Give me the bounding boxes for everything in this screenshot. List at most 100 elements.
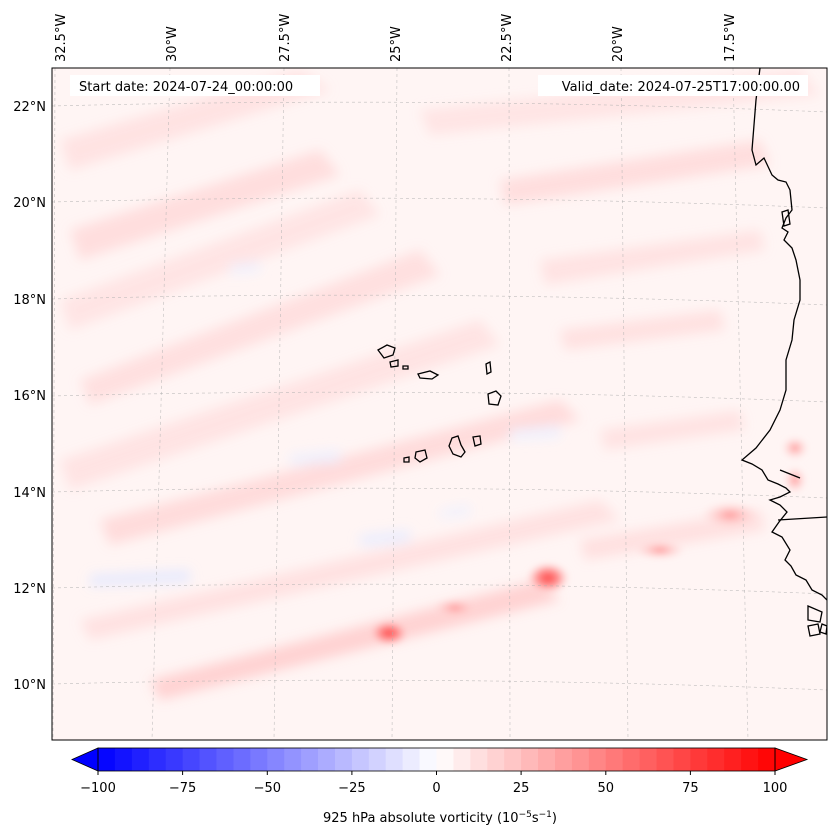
cb-tick-label: 100 bbox=[763, 781, 788, 796]
colorbar-bin bbox=[334, 748, 353, 771]
colorbar-bin bbox=[487, 748, 505, 771]
island-brava bbox=[403, 456, 410, 463]
colorbar-bin bbox=[758, 748, 776, 771]
colorbar-bin bbox=[267, 748, 285, 771]
start-date-label: Start date: 2024-07-24_00:00:00 bbox=[79, 80, 293, 95]
colorbar-bin bbox=[182, 748, 201, 771]
colorbar-bin bbox=[656, 748, 675, 771]
lon-label-22-5w: 22.5°W bbox=[500, 14, 515, 62]
colorbar-bin bbox=[673, 748, 691, 771]
lon-label-25w: 25°W bbox=[389, 26, 404, 62]
colorbar-bin bbox=[165, 748, 184, 771]
lon-label-30w: 30°W bbox=[165, 26, 180, 62]
coast-island-north bbox=[781, 209, 791, 227]
colorbar-label: 925 hPa absolute vorticity (10−5s−1) bbox=[323, 810, 557, 826]
colorbar-bins bbox=[98, 748, 776, 771]
gambia-river bbox=[777, 516, 827, 521]
island-sao-nicolau bbox=[417, 370, 440, 380]
colorbar-bin bbox=[318, 748, 336, 771]
colorbar-bin bbox=[707, 748, 725, 771]
colorbar-bin bbox=[148, 748, 167, 771]
colorbar-bin bbox=[385, 748, 404, 771]
island-sal bbox=[485, 360, 492, 376]
colorbar-bin bbox=[368, 748, 387, 771]
bijagos-island-1 bbox=[807, 605, 823, 623]
colorbar-bin bbox=[250, 748, 268, 771]
colorbar-bin bbox=[554, 748, 573, 771]
bijagos-island-3 bbox=[819, 623, 827, 635]
colorbar-bin bbox=[504, 748, 522, 771]
coastlines bbox=[377, 68, 827, 637]
island-santa-luzia bbox=[402, 365, 409, 370]
start-date-box bbox=[70, 75, 320, 96]
bijagos-island-2 bbox=[807, 623, 821, 637]
lat-label-16n: 16°N bbox=[13, 389, 46, 404]
africa-coastline bbox=[740, 68, 827, 601]
cb-tick-label: −50 bbox=[254, 781, 281, 796]
colorbar-bin bbox=[470, 748, 488, 771]
senegal-estuary bbox=[779, 469, 801, 479]
colorbar-bin bbox=[724, 748, 742, 771]
island-sao-vicente bbox=[389, 359, 399, 368]
lat-label-22n: 22°N bbox=[13, 100, 46, 115]
lon-label-20w: 20°W bbox=[611, 26, 626, 62]
colorbar-bin bbox=[419, 748, 438, 771]
cb-tick-label: 0 bbox=[432, 781, 440, 796]
valid-date-box bbox=[538, 75, 808, 96]
colorbar-bin bbox=[114, 748, 133, 771]
longitude-labels: 32.5°W 30°W 27.5°W 25°W 22.5°W 20°W 17.5… bbox=[54, 14, 738, 62]
island-santiago bbox=[448, 435, 466, 458]
colorbar-bin bbox=[98, 748, 116, 771]
gridlines bbox=[52, 68, 827, 740]
colorbar-extend-low bbox=[71, 747, 99, 772]
latitude-labels: 22°N 20°N 18°N 16°N 14°N 12°N 10°N bbox=[13, 100, 46, 693]
cb-tick-label: 25 bbox=[513, 781, 530, 796]
lon-label-27-5w: 27.5°W bbox=[278, 14, 293, 62]
island-santo-antao bbox=[377, 344, 396, 359]
colorbar-bin bbox=[436, 748, 455, 771]
cb-tick-label: 75 bbox=[682, 781, 699, 796]
lat-label-20n: 20°N bbox=[13, 196, 46, 211]
cb-tick-label: −25 bbox=[338, 781, 365, 796]
colorbar-bin bbox=[453, 748, 471, 771]
colorbar-bin bbox=[199, 748, 218, 771]
cb-tick-label: −75 bbox=[169, 781, 196, 796]
vorticity-maxima bbox=[369, 436, 809, 646]
cb-tick-label: −100 bbox=[80, 781, 116, 796]
colorbar-ticks bbox=[97, 771, 776, 775]
colorbar-extend-high bbox=[774, 747, 809, 772]
colorbar-tick-labels: −100 −75 −50 −25 0 25 50 75 100 bbox=[80, 781, 787, 796]
colorbar-bin bbox=[605, 748, 624, 771]
lat-label-14n: 14°N bbox=[13, 486, 46, 501]
colorbar-bin bbox=[301, 748, 319, 771]
map-frame bbox=[51, 67, 828, 741]
cb-tick-label: 50 bbox=[598, 781, 615, 796]
colorbar-bin bbox=[571, 748, 590, 771]
colorbar-bin bbox=[521, 748, 539, 771]
colorbar-bin bbox=[622, 748, 641, 771]
colorbar-bin bbox=[639, 748, 658, 771]
lat-label-10n: 10°N bbox=[13, 678, 46, 693]
colorbar-bin bbox=[351, 748, 370, 771]
colorbar-bin bbox=[538, 748, 556, 771]
island-boa-vista bbox=[487, 390, 502, 406]
vorticity-field bbox=[60, 70, 820, 700]
island-fogo bbox=[414, 449, 428, 463]
valid-date-label: Valid_date: 2024-07-25T17:00:00.00 bbox=[562, 80, 800, 95]
colorbar-bin bbox=[690, 748, 708, 771]
lon-label-32-5w: 32.5°W bbox=[54, 14, 69, 62]
lon-label-17-5w: 17.5°W bbox=[723, 14, 738, 62]
lat-label-12n: 12°N bbox=[13, 582, 46, 597]
colorbar-bin bbox=[131, 748, 150, 771]
colorbar: −100 −75 −50 −25 0 25 50 75 100 925 hPa … bbox=[71, 747, 809, 826]
map-panel: Start date: 2024-07-24_00:00:00 Valid_da… bbox=[52, 68, 827, 740]
colorbar-bin bbox=[402, 748, 421, 771]
colorbar-bin bbox=[284, 748, 302, 771]
island-maio bbox=[472, 435, 482, 447]
colorbar-bin bbox=[588, 748, 607, 771]
colorbar-bin bbox=[216, 748, 235, 771]
colorbar-bin bbox=[233, 748, 251, 771]
lat-label-18n: 18°N bbox=[13, 293, 46, 308]
colorbar-bin bbox=[741, 748, 759, 771]
